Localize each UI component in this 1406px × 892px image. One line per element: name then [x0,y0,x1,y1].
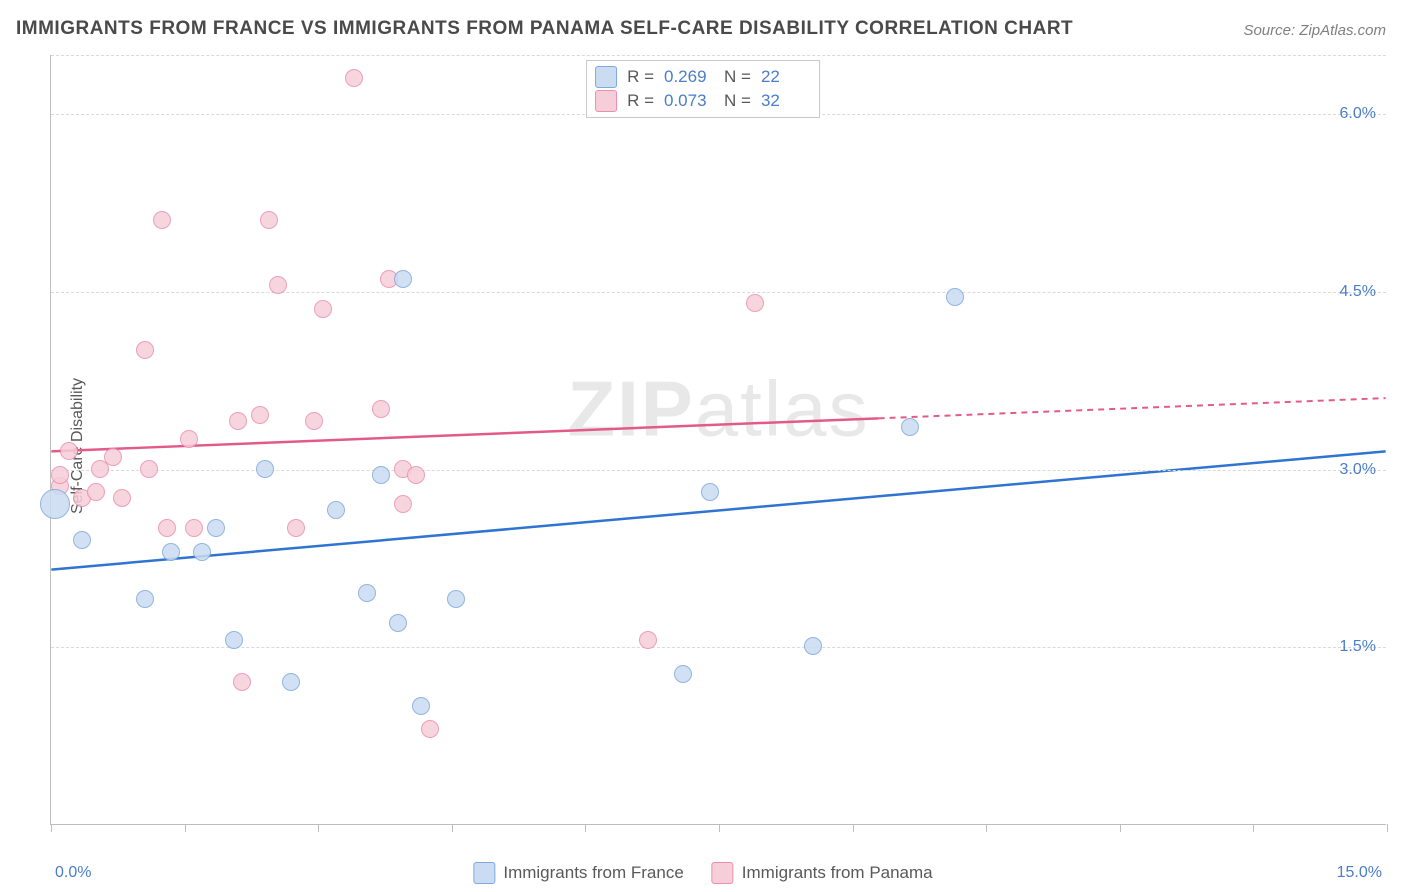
france-marker [946,288,964,306]
legend-item-france: Immigrants from France [473,862,683,884]
watermark: ZIPatlas [567,363,869,454]
x-tick [1253,824,1254,832]
france-marker [412,697,430,715]
series-legend: Immigrants from France Immigrants from Pa… [473,862,932,884]
panama-swatch-icon [595,90,617,112]
panama-marker [113,489,131,507]
panama-marker [314,300,332,318]
r-label: R = [627,91,654,111]
x-tick [719,824,720,832]
y-tick-label: 4.5% [1340,283,1376,301]
stats-row-france: R = 0.269 N = 22 [595,65,811,89]
panama-trendline-extrapolated [879,398,1386,418]
gridline [51,292,1386,293]
y-tick-label: 3.0% [1340,461,1376,479]
panama-marker [407,466,425,484]
france-marker [207,519,225,537]
panama-marker [87,483,105,501]
x-tick [185,824,186,832]
panama-marker [136,341,154,359]
x-tick [1120,824,1121,832]
france-marker [162,543,180,561]
x-axis-max-label: 15.0% [1337,864,1382,882]
panama-marker [180,430,198,448]
panama-swatch-icon [712,862,734,884]
panama-marker [140,460,158,478]
panama-marker [51,466,69,484]
panama-marker [746,294,764,312]
france-marker [901,418,919,436]
legend-item-panama: Immigrants from Panama [712,862,933,884]
france-marker [282,673,300,691]
trend-lines-layer [51,55,1386,824]
france-marker [193,543,211,561]
stats-legend: R = 0.269 N = 22 R = 0.073 N = 32 [586,60,820,118]
france-marker [674,665,692,683]
france-marker [394,270,412,288]
panama-marker [229,412,247,430]
france-swatch-icon [595,66,617,88]
x-tick [51,824,52,832]
panama-marker [185,519,203,537]
france-marker [447,590,465,608]
source-attribution: Source: ZipAtlas.com [1243,22,1386,39]
y-tick-label: 6.0% [1340,105,1376,123]
france-swatch-icon [473,862,495,884]
legend-label: Immigrants from Panama [742,863,933,883]
france-marker [358,584,376,602]
y-tick-label: 1.5% [1340,638,1376,656]
panama-marker [287,519,305,537]
panama-marker [394,495,412,513]
france-marker [804,637,822,655]
chart-title: IMMIGRANTS FROM FRANCE VS IMMIGRANTS FRO… [16,18,1073,40]
panama-marker [305,412,323,430]
x-tick [1387,824,1388,832]
panama-trendline [51,418,878,451]
gridline [51,647,1386,648]
x-axis-min-label: 0.0% [55,864,91,882]
x-tick [452,824,453,832]
r-label: R = [627,67,654,87]
n-label: N = [724,67,751,87]
stats-row-panama: R = 0.073 N = 32 [595,89,811,113]
n-value: 32 [761,91,811,111]
panama-marker [158,519,176,537]
panama-marker [260,211,278,229]
plot-area: ZIPatlas 1.5% 3.0% 4.5% 6.0% [50,55,1386,825]
x-tick [986,824,987,832]
panama-marker [60,442,78,460]
france-marker [40,489,70,519]
france-marker [389,614,407,632]
x-tick [853,824,854,832]
r-value: 0.269 [664,67,714,87]
panama-marker [153,211,171,229]
france-marker [136,590,154,608]
france-marker [372,466,390,484]
x-tick [318,824,319,832]
panama-marker [251,406,269,424]
panama-marker [269,276,287,294]
gridline [51,470,1386,471]
panama-marker [421,720,439,738]
france-marker [327,501,345,519]
r-value: 0.073 [664,91,714,111]
panama-marker [345,69,363,87]
france-marker [701,483,719,501]
x-tick [585,824,586,832]
france-marker [225,631,243,649]
panama-marker [104,448,122,466]
panama-marker [233,673,251,691]
panama-marker [372,400,390,418]
gridline [51,55,1386,56]
panama-marker [639,631,657,649]
legend-label: Immigrants from France [503,863,683,883]
n-value: 22 [761,67,811,87]
france-marker [256,460,274,478]
france-marker [73,531,91,549]
n-label: N = [724,91,751,111]
